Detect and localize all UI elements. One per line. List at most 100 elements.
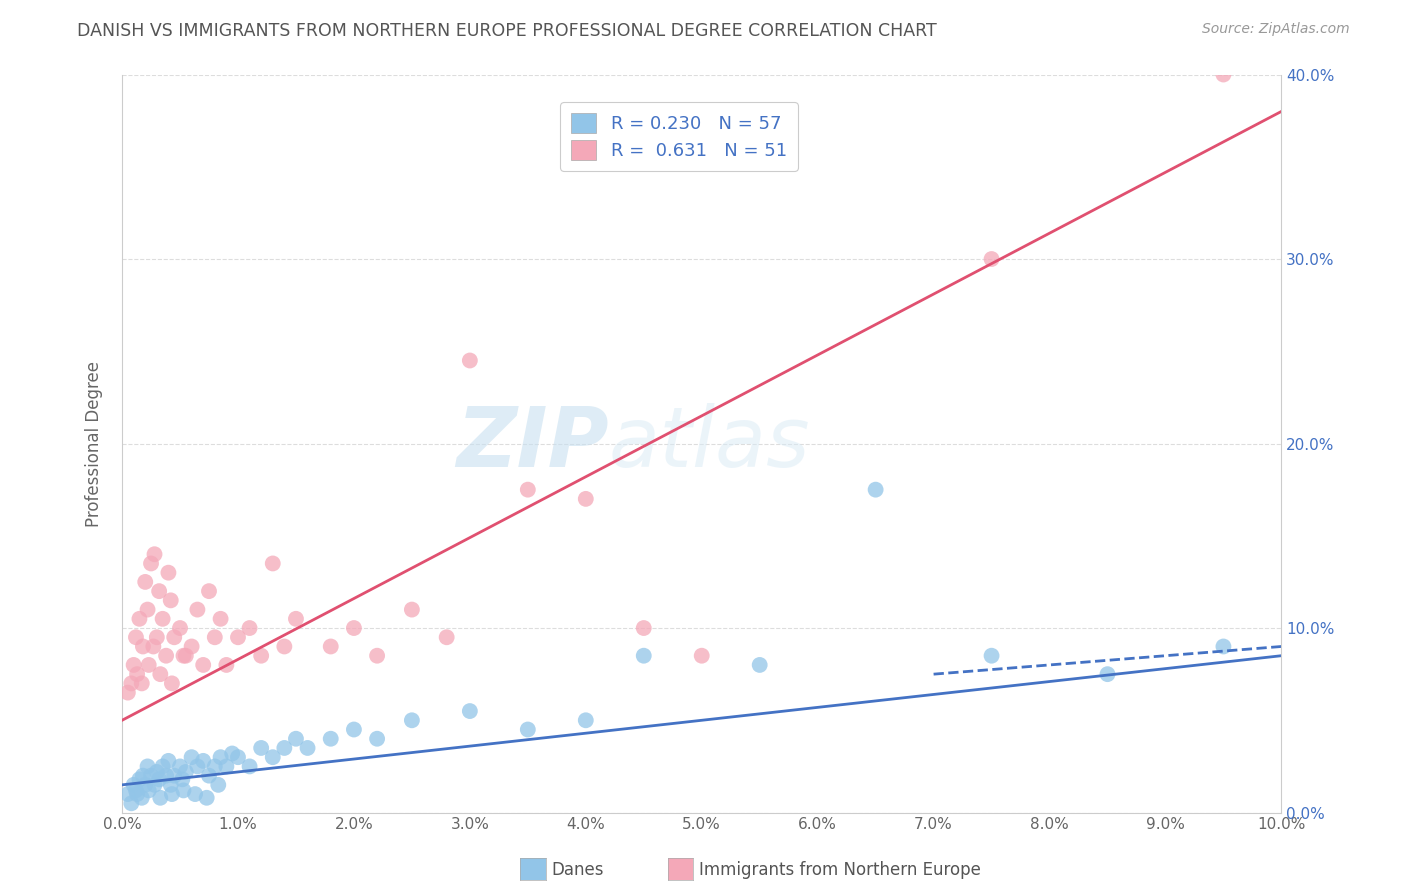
Point bbox=[1097, 667, 1119, 681]
Point bbox=[173, 783, 195, 797]
Point bbox=[122, 778, 145, 792]
Point bbox=[131, 676, 153, 690]
Point bbox=[865, 483, 887, 497]
Point bbox=[195, 790, 218, 805]
Point bbox=[284, 612, 307, 626]
Point bbox=[262, 750, 284, 764]
Text: Immigrants from Northern Europe: Immigrants from Northern Europe bbox=[699, 861, 980, 879]
Point bbox=[159, 778, 181, 792]
Point bbox=[173, 648, 195, 663]
Point bbox=[690, 648, 713, 663]
Point bbox=[226, 750, 249, 764]
Point bbox=[125, 630, 148, 644]
Point bbox=[297, 741, 319, 756]
Point bbox=[134, 574, 156, 589]
Point bbox=[458, 353, 481, 368]
Point bbox=[180, 640, 202, 654]
Point bbox=[184, 787, 207, 801]
Point bbox=[319, 640, 342, 654]
Point bbox=[132, 769, 155, 783]
Point bbox=[160, 787, 183, 801]
Point bbox=[186, 759, 208, 773]
Text: atlas: atlas bbox=[609, 403, 811, 484]
Point bbox=[172, 772, 194, 787]
Point bbox=[193, 754, 215, 768]
Point bbox=[436, 630, 458, 644]
Point bbox=[128, 772, 150, 787]
Point bbox=[152, 612, 174, 626]
Text: Danes: Danes bbox=[551, 861, 603, 879]
Point bbox=[128, 612, 150, 626]
Point bbox=[273, 640, 295, 654]
Point bbox=[138, 783, 160, 797]
Point bbox=[157, 754, 180, 768]
Point bbox=[120, 797, 142, 811]
Point bbox=[163, 769, 186, 783]
Point bbox=[127, 667, 149, 681]
Point bbox=[148, 584, 170, 599]
Point bbox=[980, 252, 1002, 266]
Point bbox=[132, 640, 155, 654]
Point bbox=[143, 778, 166, 792]
Point bbox=[186, 602, 208, 616]
Point bbox=[152, 759, 174, 773]
Point bbox=[633, 648, 655, 663]
Point bbox=[516, 483, 538, 497]
Point bbox=[250, 741, 273, 756]
Point bbox=[575, 713, 598, 727]
Y-axis label: Professional Degree: Professional Degree bbox=[86, 360, 103, 526]
Point bbox=[159, 593, 181, 607]
Point bbox=[198, 769, 221, 783]
Point bbox=[366, 648, 388, 663]
Point bbox=[143, 547, 166, 561]
Point bbox=[366, 731, 388, 746]
Point bbox=[748, 657, 770, 672]
Point bbox=[120, 676, 142, 690]
Point bbox=[207, 778, 229, 792]
Point bbox=[1212, 68, 1234, 82]
Point bbox=[516, 723, 538, 737]
Point bbox=[148, 772, 170, 787]
Point bbox=[117, 685, 139, 699]
Point bbox=[239, 759, 262, 773]
Text: ZIP: ZIP bbox=[457, 403, 609, 484]
Text: DANISH VS IMMIGRANTS FROM NORTHERN EUROPE PROFESSIONAL DEGREE CORRELATION CHART: DANISH VS IMMIGRANTS FROM NORTHERN EUROP… bbox=[77, 22, 936, 40]
Point bbox=[155, 648, 177, 663]
Point bbox=[221, 747, 243, 761]
Point bbox=[980, 648, 1002, 663]
Point bbox=[1212, 640, 1234, 654]
Legend: R = 0.230   N = 57, R =  0.631   N = 51: R = 0.230 N = 57, R = 0.631 N = 51 bbox=[560, 102, 797, 170]
Point bbox=[146, 764, 169, 779]
Point bbox=[125, 783, 148, 797]
Point bbox=[215, 759, 238, 773]
Point bbox=[149, 790, 172, 805]
Point bbox=[117, 787, 139, 801]
Point bbox=[169, 759, 191, 773]
Point bbox=[139, 769, 162, 783]
Point bbox=[163, 630, 186, 644]
Point bbox=[239, 621, 262, 635]
Point bbox=[204, 630, 226, 644]
Point bbox=[215, 657, 238, 672]
Point bbox=[174, 648, 197, 663]
Point bbox=[127, 787, 149, 801]
Point bbox=[149, 667, 172, 681]
Point bbox=[146, 630, 169, 644]
Point bbox=[575, 491, 598, 506]
Point bbox=[160, 676, 183, 690]
Point bbox=[139, 557, 162, 571]
Point bbox=[134, 778, 156, 792]
Point bbox=[193, 657, 215, 672]
Point bbox=[319, 731, 342, 746]
Point bbox=[633, 621, 655, 635]
Point bbox=[401, 713, 423, 727]
Point bbox=[155, 769, 177, 783]
Point bbox=[169, 621, 191, 635]
Point bbox=[343, 723, 366, 737]
Point bbox=[180, 750, 202, 764]
Point bbox=[226, 630, 249, 644]
Point bbox=[138, 657, 160, 672]
Point bbox=[136, 602, 159, 616]
Point bbox=[458, 704, 481, 718]
Point bbox=[131, 790, 153, 805]
